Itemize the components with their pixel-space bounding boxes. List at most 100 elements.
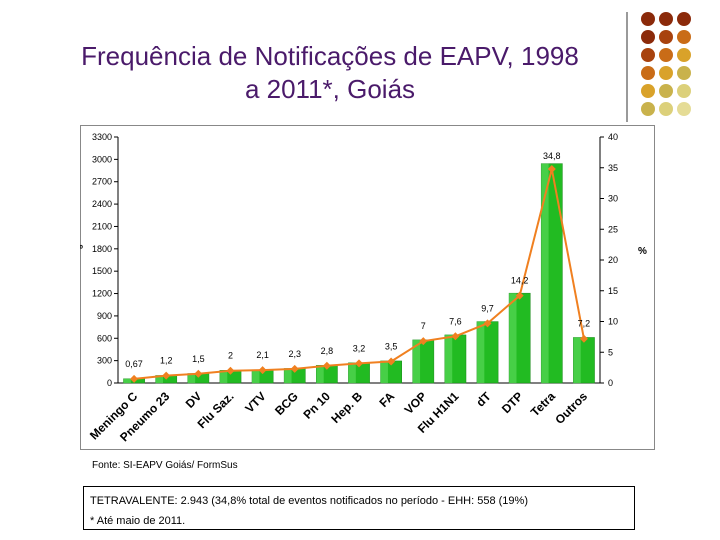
percent-marker [162,371,171,380]
y2-tick-label: 0 [608,378,613,388]
bar-highlight [412,339,421,383]
data-label: 34,8 [543,151,561,161]
percent-marker [483,319,492,328]
bar-highlight [155,375,164,383]
percent-marker [194,369,203,378]
percent-marker [579,334,588,343]
bar-highlight [509,293,517,383]
decor-dot [641,66,655,80]
y-tick-label: 1200 [92,289,112,299]
decor-dot [659,84,673,98]
y-tick-label: 600 [97,333,112,343]
data-label: 7,6 [449,316,462,326]
y-tick-label: 3000 [92,154,112,164]
x-tick-label: Outros [552,389,590,427]
y2-tick-label: 20 [608,255,618,265]
data-label: 0,67 [125,359,143,369]
decor-dot [677,48,691,62]
x-tick-label: VTV [242,389,268,415]
bar-highlight [123,378,131,383]
decor-dot [659,66,673,80]
y-tick-label: 1800 [92,244,112,254]
bar-highlight [476,321,485,383]
bar-highlight [541,163,549,383]
decor-dot [659,30,673,44]
x-tick-label: FA [377,389,398,410]
percent-marker [451,332,460,341]
y2-tick-label: 35 [608,163,618,173]
y-tick-label: 2100 [92,221,112,231]
data-label: 7,2 [578,319,591,329]
bar-highlight [284,368,292,383]
y2-tick-label: 10 [608,317,618,327]
bar-highlight [348,362,356,383]
bar-highlight [251,369,260,383]
data-label: 1,5 [192,354,205,364]
decor-dot [677,12,691,26]
y-tick-label: 300 [97,356,112,366]
y2-tick-label: 40 [608,132,618,142]
percent-marker [258,366,267,375]
x-tick-label: VOP [402,389,430,417]
decor-dot [641,30,655,44]
bar-highlight [380,360,388,383]
y2-tick-label: 5 [608,347,613,357]
y-tick-label: 2400 [92,199,112,209]
decor-dot [677,66,691,80]
y-tick-label: 1500 [92,266,112,276]
y2-axis-label: % [638,246,647,257]
y-tick-label: 2700 [92,177,112,187]
y-tick-label: 900 [97,311,112,321]
decor-dot [659,48,673,62]
decor-dot [641,48,655,62]
data-label: 9,7 [481,303,494,313]
percent-marker [515,291,524,300]
bar-line-chart: 0300600900120015001800210024002700300033… [80,125,655,450]
data-label: 2,1 [256,350,269,360]
decor-dot [641,102,655,116]
y-tick-label: 0 [107,378,112,388]
chart-title: Frequência de Notificações de EAPV, 1998… [20,40,640,106]
decor-dot [677,102,691,116]
x-tick-label: Hep. B [328,389,365,426]
decor-dot [677,30,691,44]
decor-dot [677,84,691,98]
y2-tick-label: 30 [608,194,618,204]
percent-marker [547,164,556,173]
source-text: Fonte: SI-EAPV Goiás/ FormSus [92,460,238,471]
data-label: 3,2 [353,343,366,353]
y-tick-label: 3300 [92,132,112,142]
chart-title-line1: Frequência de Notificações de EAPV, 1998 [81,41,579,71]
x-tick-label: Flu Saz. [195,389,237,431]
bar-highlight [219,370,228,383]
percent-marker [290,364,299,373]
data-label: 2,3 [288,349,301,359]
bar-highlight [573,337,581,383]
y-axis-label: Nº [80,245,83,256]
percent-marker [387,357,396,366]
note-line1: TETRAVALENTE: 2.943 (34,8% total de even… [90,495,528,507]
chart-title-line2: a 2011*, Goiás [244,74,416,104]
bar-highlight [444,334,453,383]
x-tick-label: dT [473,389,494,410]
data-label: 2 [228,351,233,361]
percent-marker [130,374,139,383]
percent-marker [226,366,235,375]
note-line2: * Até maio de 2011. [90,515,186,527]
bar-highlight [316,365,324,383]
x-tick-label: DTP [499,389,526,416]
x-tick-label: DV [183,389,205,411]
decor-dot [659,12,673,26]
bar-highlight [187,373,196,383]
data-label: 7 [421,321,426,331]
decor-dot [659,102,673,116]
data-label: 2,8 [321,346,334,356]
note-box: TETRAVALENTE: 2.943 (34,8% total de even… [83,486,635,530]
data-label: 3,5 [385,341,398,351]
decor-divider [626,12,628,122]
percent-marker [322,361,331,370]
percent-marker [355,359,363,368]
y2-tick-label: 15 [608,286,618,296]
y2-tick-label: 25 [608,224,618,234]
percent-marker [419,337,428,346]
